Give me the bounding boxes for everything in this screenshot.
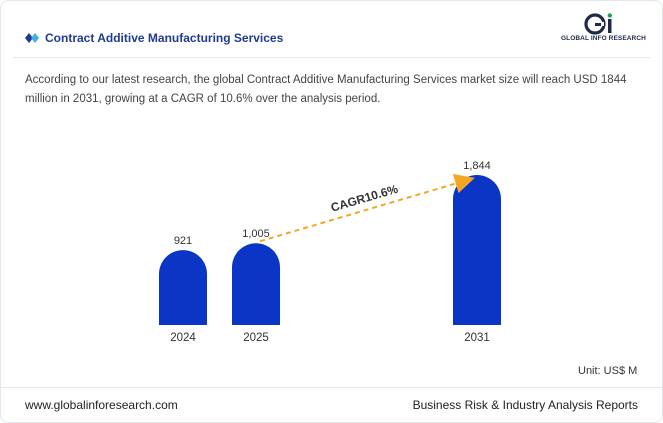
header: Contract Additive Manufacturing Services…	[1, 1, 662, 57]
diamond-icon	[25, 33, 39, 43]
category-label-2025: 2025	[243, 332, 269, 344]
market-description: According to our latest research, the gl…	[25, 74, 627, 105]
bar-2025	[232, 243, 280, 325]
logo-text: GLOBAL INFO RESEARCH	[561, 35, 646, 42]
bar-2031	[453, 175, 501, 325]
cagr-arrow	[259, 173, 475, 243]
header-divider	[13, 57, 650, 58]
bar-2024	[159, 250, 207, 325]
value-label-2031: 1,844	[463, 160, 491, 172]
website-link[interactable]: www.globalinforesearch.com	[25, 398, 178, 412]
page-title: Contract Additive Manufacturing Services	[45, 31, 284, 45]
unit-label: Unit: US$ M	[578, 365, 638, 377]
category-label-2024: 2024	[170, 332, 196, 344]
footer: www.globalinforesearch.com Business Risk…	[1, 387, 662, 422]
logo-mark-icon	[584, 13, 612, 35]
category-label-2031: 2031	[464, 332, 490, 344]
value-label-2025: 1,005	[242, 228, 270, 240]
value-label-2024: 921	[174, 235, 192, 247]
brand-logo: GLOBAL INFO RESEARCH	[561, 13, 646, 53]
footer-tagline: Business Risk & Industry Analysis Report…	[412, 398, 638, 412]
